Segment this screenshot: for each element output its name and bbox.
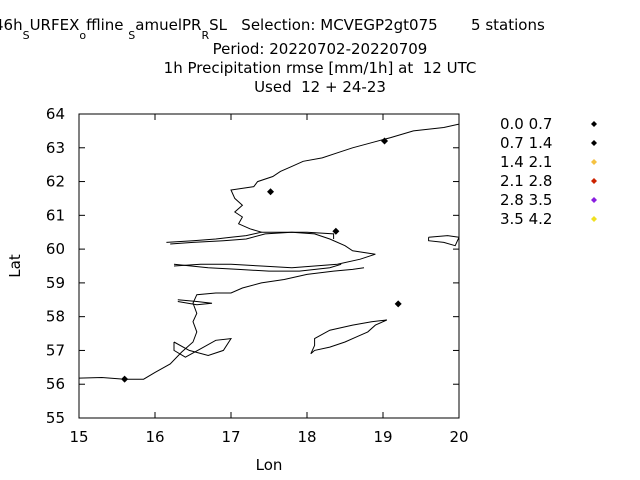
station-point <box>121 375 129 383</box>
chart-title-period: Period: 20220702-20220709 <box>212 40 428 58</box>
legend-marker <box>591 197 597 203</box>
y-tick-label: 55 <box>46 409 65 427</box>
chart-title-line-1: 46hSURFEXoffline SamuelPRRSL Selection: … <box>0 16 640 42</box>
x-tick-label: 16 <box>145 428 164 446</box>
station-point <box>267 188 275 196</box>
legend-label: 1.4 2.1 <box>500 153 552 171</box>
coastline <box>173 337 232 358</box>
x-tick-label: 17 <box>221 428 240 446</box>
legend-marker <box>591 121 597 127</box>
legend-label: 2.8 3.5 <box>500 191 552 209</box>
title-fragment: o <box>79 29 87 42</box>
coastline <box>177 299 213 306</box>
coastline <box>173 263 342 272</box>
x-axis-label: Lon <box>256 456 283 474</box>
chart-title-variable: 1h Precipitation rmse [mm/1h] at 12 UTC <box>163 59 477 77</box>
legend-marker <box>591 216 597 222</box>
station-point <box>381 137 389 145</box>
coastline <box>261 231 335 239</box>
legend-label: 0.0 0.7 <box>500 115 552 133</box>
coastline <box>310 319 388 355</box>
station-point <box>394 300 402 308</box>
coastline <box>428 235 459 247</box>
title-fragment: 46h <box>0 16 23 34</box>
title-fragment: S <box>22 29 30 42</box>
y-tick-label: 58 <box>46 308 65 326</box>
legend-marker <box>591 178 597 184</box>
y-tick-label: 59 <box>46 274 65 292</box>
title-fragment: ffline <box>86 16 129 34</box>
legend-label: 0.7 1.4 <box>500 134 552 152</box>
title-fragment: amuelPR <box>135 16 202 34</box>
plot-frame <box>78 113 460 419</box>
y-tick-label: 62 <box>46 173 65 191</box>
title-fragment: S <box>128 29 136 42</box>
y-tick-label: 64 <box>46 105 65 123</box>
title-fragment: URFEX <box>29 16 80 34</box>
legend-marker <box>591 140 597 146</box>
y-tick-label: 61 <box>46 206 65 224</box>
y-tick-label: 63 <box>46 139 65 157</box>
x-tick-label: 18 <box>297 428 316 446</box>
station-point <box>332 227 340 235</box>
legend-label: 2.1 2.8 <box>500 172 552 190</box>
title-fragment: R <box>201 29 210 42</box>
y-axis-label: Lat <box>6 254 24 278</box>
legend-label: 3.5 4.2 <box>500 210 552 228</box>
y-tick-label: 56 <box>46 375 65 393</box>
title-fragment: SL Selection: MCVEGP2gt075 5 stations <box>209 16 545 34</box>
coastline <box>166 123 459 243</box>
x-tick-label: 15 <box>69 428 88 446</box>
y-tick-label: 57 <box>46 341 65 359</box>
chart-title-block: 46hSURFEXoffline SamuelPRRSL Selection: … <box>0 16 640 97</box>
coastline <box>79 267 365 380</box>
coastline <box>170 231 376 269</box>
legend-marker <box>591 159 597 165</box>
y-tick-label: 60 <box>46 240 65 258</box>
chart-title-used: Used 12 + 24-23 <box>254 78 386 96</box>
x-tick-label: 20 <box>449 428 468 446</box>
x-tick-label: 19 <box>373 428 392 446</box>
